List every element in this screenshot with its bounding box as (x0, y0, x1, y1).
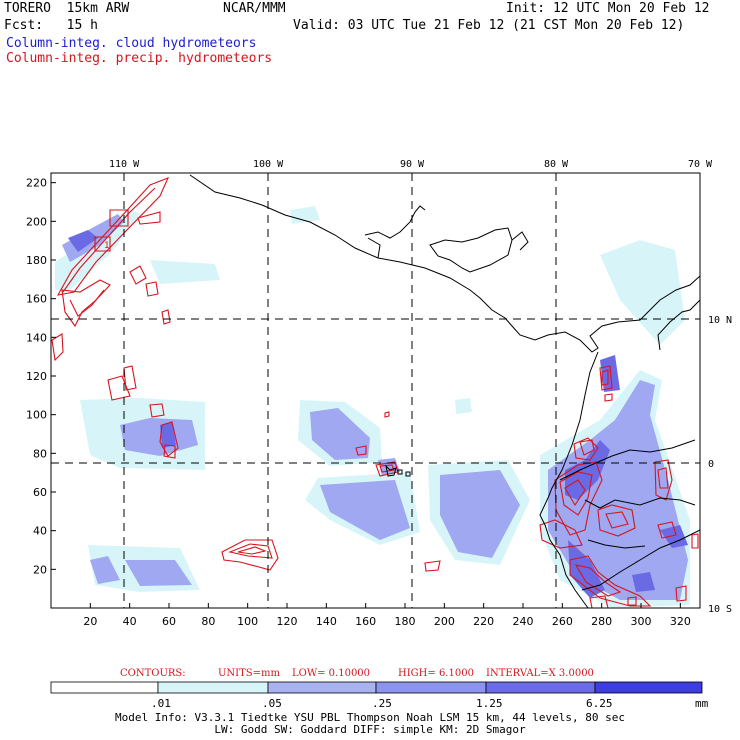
model-info-line2: LW: Godd SW: Goddard DIFF: simple KM: 2D… (214, 723, 526, 736)
colorbar-label-1: .05 (262, 697, 282, 710)
legend-cloud-hydrometeors: Column-integ. cloud hydrometeors (6, 36, 257, 51)
y-tick-label-100: 100 (26, 409, 47, 422)
colorbar-swatch-5 (594, 681, 703, 694)
lat-lon-gridlines (51, 173, 700, 608)
y-tick-label-180: 180 (26, 254, 47, 267)
colorbar-swatch-3 (375, 681, 487, 694)
colorbar-label-2: .25 (372, 697, 392, 710)
x-tick-label-240: 240 (513, 615, 534, 628)
lon-label-110w: 110 W (109, 159, 140, 170)
plot-frame (50, 172, 701, 609)
x-tick-label-320: 320 (670, 615, 691, 628)
lon-label-80w: 80 W (544, 159, 569, 170)
x-tick-label-120: 120 (277, 615, 298, 628)
y-tick-label-200: 200 (26, 215, 47, 228)
lon-label-70w: 70 W (688, 159, 713, 170)
x-tick-label-80: 80 (201, 615, 215, 628)
center-label: NCAR/MMM (223, 1, 286, 16)
y-tick-label-40: 40 (33, 525, 47, 538)
precip-contours (51, 177, 699, 609)
x-tick-label-140: 140 (316, 615, 337, 628)
x-tick-label-260: 260 (552, 615, 573, 628)
x-tick-label-180: 180 (395, 615, 416, 628)
latitude-labels: 10 N 0 10 S (708, 315, 732, 615)
forecast-hour: Fcst: 15 h (4, 18, 98, 33)
lon-label-100w: 100 W (253, 159, 284, 170)
colorbar-label-4: 6.25 (586, 697, 613, 710)
y-tick-label-160: 160 (26, 293, 47, 306)
y-axis-ticks: 20 40 60 80 100 120 140 160 180 200 220 (26, 177, 56, 576)
x-tick-label-100: 100 (237, 615, 258, 628)
colorbar-swatch-0 (50, 681, 159, 694)
colorbar-swatch-4 (485, 681, 596, 694)
cloud-field-dark (68, 230, 688, 598)
coastlines (189, 174, 701, 609)
colorbar-label-0: .01 (151, 697, 171, 710)
x-tick-label-60: 60 (162, 615, 176, 628)
colorbar (50, 681, 703, 694)
x-tick-label-300: 300 (631, 615, 652, 628)
y-tick-label-60: 60 (33, 486, 47, 499)
x-tick-label-280: 280 (591, 615, 612, 628)
x-tick-label-220: 220 (473, 615, 494, 628)
lat-label-0: 0 (708, 459, 714, 470)
x-tick-label-40: 40 (123, 615, 137, 628)
init-time: Init: 12 UTC Mon 20 Feb 12 (506, 1, 710, 16)
lon-label-90w: 90 W (400, 159, 425, 170)
lat-label-10n: 10 N (708, 315, 732, 326)
contour-info: CONTOURS: UNITS=mm LOW= 0.10000 HIGH= 6.… (120, 668, 594, 679)
y-tick-label-140: 140 (26, 331, 47, 344)
x-tick-label-20: 20 (83, 615, 97, 628)
contours-label: CONTOURS: (120, 668, 186, 679)
contour-label: 1 (104, 241, 109, 251)
y-tick-label-220: 220 (26, 177, 47, 190)
y-tick-label-20: 20 (33, 563, 47, 576)
longitude-labels: 110 W 100 W 90 W 80 W 70 W (109, 159, 713, 170)
y-tick-label-120: 120 (26, 370, 47, 383)
units-label: UNITS=mm (218, 668, 281, 679)
interval-label: INTERVAL=X 3.0000 (486, 668, 594, 679)
x-axis-ticks: 20 40 60 80 100 120 140 160 180 200 220 240 260 280 30… (83, 603, 691, 628)
high-label: HIGH= 6.1000 (398, 668, 474, 679)
y-tick-label-80: 80 (33, 447, 47, 460)
legend-precip-hydrometeors: Column-integ. precip. hydrometeors (6, 51, 273, 66)
x-tick-label-160: 160 (355, 615, 376, 628)
colorbar-unit: mm (695, 697, 709, 710)
model-title: TORERO 15km ARW (4, 1, 130, 16)
lat-label-10s: 10 S (708, 604, 732, 615)
colorbar-swatch-1 (157, 681, 269, 694)
x-tick-label-200: 200 (434, 615, 455, 628)
valid-time: Valid: 03 UTC Tue 21 Feb 12 (21 CST Mon … (293, 18, 685, 33)
colorbar-label-3: 1.25 (476, 697, 503, 710)
colorbar-swatch-2 (267, 681, 377, 694)
model-info-line1: Model Info: V3.3.1 Tiedtke YSU PBL Thomp… (115, 711, 625, 724)
low-label: LOW= 0.10000 (292, 668, 370, 679)
